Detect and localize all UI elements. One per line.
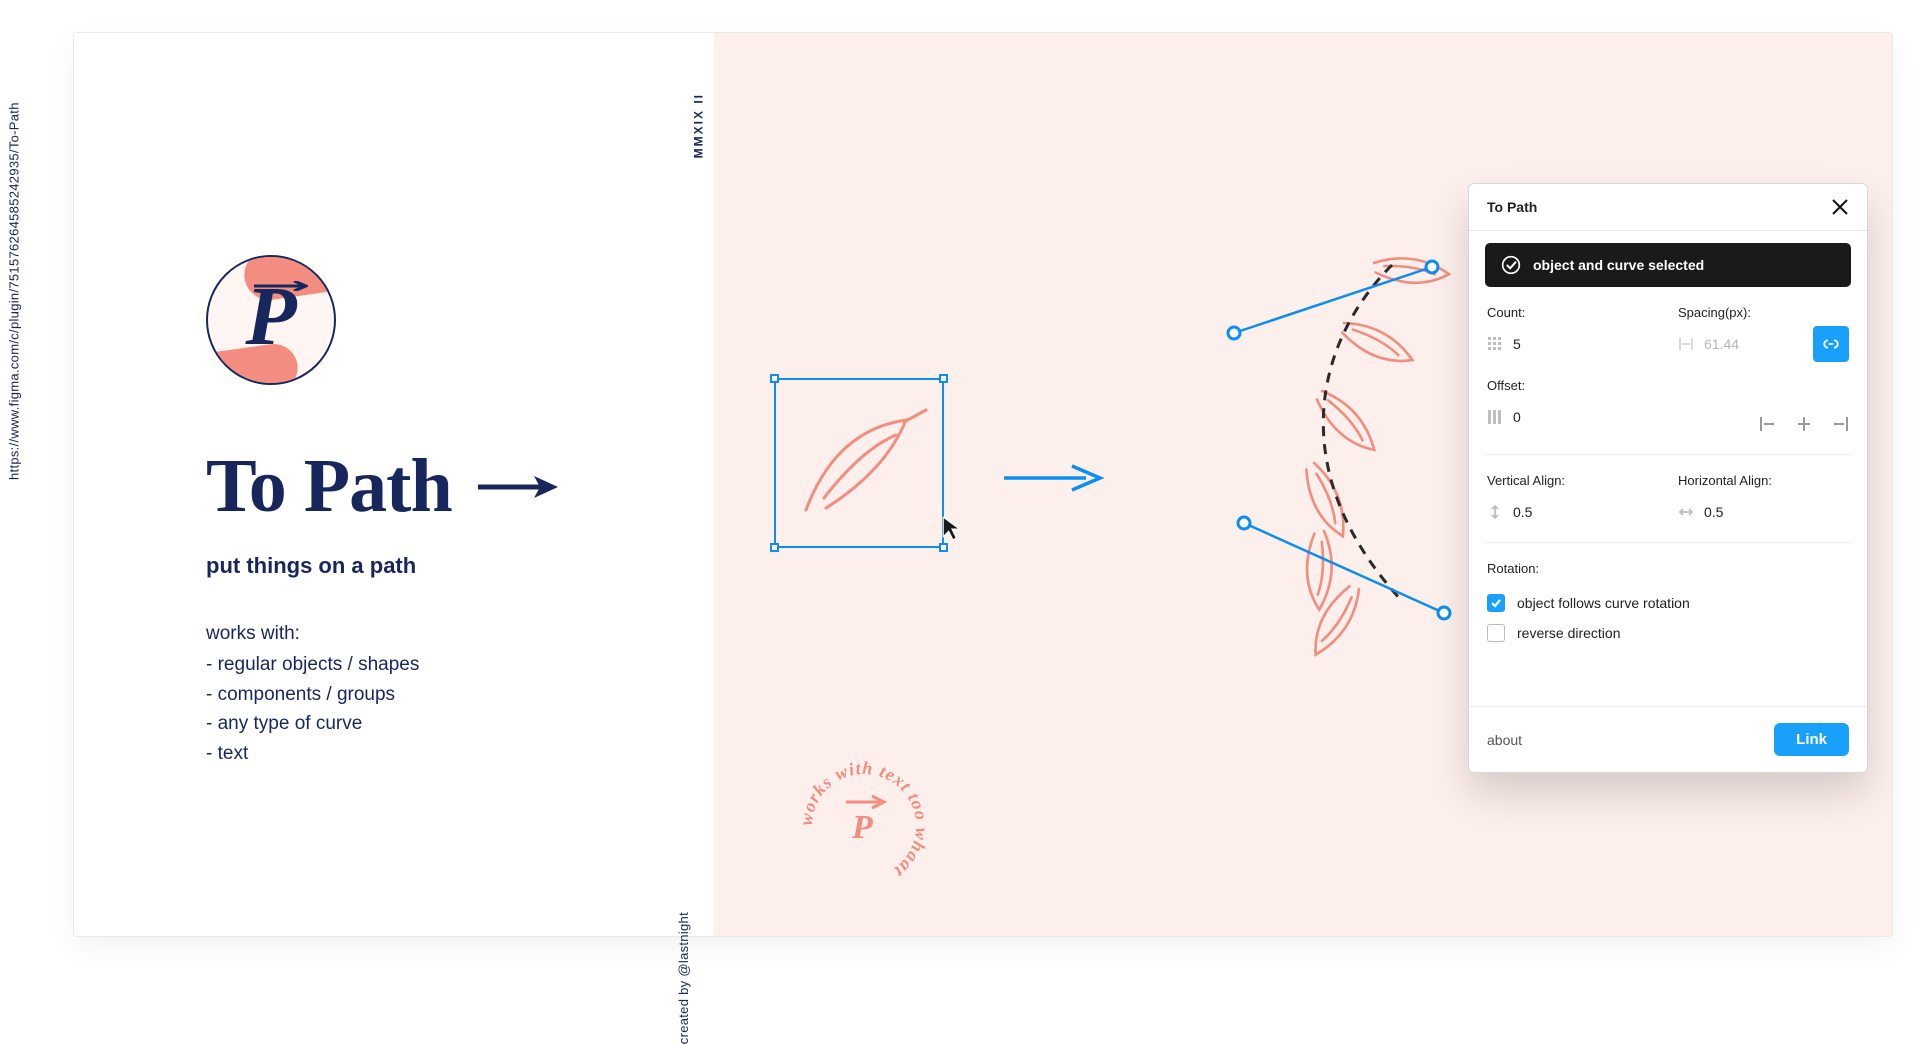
checkbox-icon xyxy=(1487,624,1505,642)
vertical-align-label: Vertical Align: xyxy=(1487,473,1658,488)
checkbox-follow-rotation[interactable]: object follows curve rotation xyxy=(1487,588,1849,618)
offset-label: Offset: xyxy=(1487,378,1658,393)
vertical-arrows-icon xyxy=(1487,504,1503,520)
link-button[interactable]: Link xyxy=(1774,723,1849,756)
link-spacing-button[interactable] xyxy=(1813,326,1849,362)
plugin-dialog: To Path object and curve selected xyxy=(1468,183,1868,773)
about-link[interactable]: about xyxy=(1487,732,1522,748)
works-with-item: - any type of curve xyxy=(206,709,419,738)
works-with-item: - text xyxy=(206,739,419,768)
align-start-icon[interactable] xyxy=(1759,415,1777,433)
section-align: Vertical Align: 0.5 Horizontal Align: xyxy=(1485,455,1851,543)
offset-input[interactable]: 0 xyxy=(1487,405,1521,429)
roman-year-text: MMXIX II xyxy=(691,93,705,158)
checkbox-follow-label: object follows curve rotation xyxy=(1517,595,1690,611)
chain-link-icon xyxy=(1822,335,1840,353)
circular-text-badge: works with text too whaat P xyxy=(784,746,944,906)
spacing-input[interactable]: 61.44 xyxy=(1678,332,1803,356)
grid-icon xyxy=(1487,336,1503,352)
promo-left-panel: MMXIX II P To Path put things on a path xyxy=(74,33,714,936)
checkbox-reverse-label: reverse direction xyxy=(1517,625,1621,641)
checkbox-icon xyxy=(1487,594,1505,612)
resize-handle-tl[interactable] xyxy=(770,374,779,383)
svg-text:P: P xyxy=(851,809,874,846)
title-arrow-icon xyxy=(478,472,558,502)
arrow-right-icon xyxy=(1004,463,1104,493)
count-label: Count: xyxy=(1487,305,1658,320)
horizontal-align-value: 0.5 xyxy=(1704,504,1723,520)
selection-box[interactable] xyxy=(774,378,944,548)
logo-letter: P xyxy=(208,275,334,359)
spacing-icon xyxy=(1678,336,1694,352)
works-with-item: - components / groups xyxy=(206,680,419,709)
horizontal-align-input[interactable]: 0.5 xyxy=(1678,500,1849,524)
spacing-value: 61.44 xyxy=(1704,336,1739,352)
checkbox-reverse-direction[interactable]: reverse direction xyxy=(1487,618,1849,648)
align-end-icon[interactable] xyxy=(1831,415,1849,433)
spacing-label: Spacing(px): xyxy=(1678,305,1849,320)
dialog-title: To Path xyxy=(1487,199,1537,215)
dialog-footer: about Link xyxy=(1469,706,1867,772)
promo-title: To Path xyxy=(206,443,452,530)
works-with-block: works with: - regular objects / shapes -… xyxy=(206,619,419,768)
dialog-header: To Path xyxy=(1469,184,1867,231)
resize-handle-tr[interactable] xyxy=(939,374,948,383)
rotation-label: Rotation: xyxy=(1487,561,1849,576)
cursor-icon xyxy=(940,515,966,541)
promo-subtitle: put things on a path xyxy=(206,553,416,579)
check-circle-icon xyxy=(1501,255,1521,275)
align-center-icon[interactable] xyxy=(1795,415,1813,433)
offset-row: 0 xyxy=(1487,405,1658,429)
promo-right-panel: works with text too whaat P To Path xyxy=(714,33,1892,936)
status-text: object and curve selected xyxy=(1533,257,1704,273)
status-banner: object and curve selected xyxy=(1485,243,1851,287)
vertical-align-value: 0.5 xyxy=(1513,504,1532,520)
count-value: 5 xyxy=(1513,336,1521,352)
resize-handle-bl[interactable] xyxy=(770,543,779,552)
leaf-object-icon xyxy=(776,380,946,550)
plugin-logo: P xyxy=(206,255,336,385)
horizontal-align-label: Horizontal Align: xyxy=(1678,473,1849,488)
horizontal-arrows-icon xyxy=(1678,504,1694,520)
promo-title-row: To Path xyxy=(206,443,558,530)
spacing-row: 61.44 xyxy=(1678,332,1849,356)
section-rotation: Rotation: object follows curve rotation … xyxy=(1485,543,1851,666)
works-with-heading: works with: xyxy=(206,619,419,648)
resize-handle-br[interactable] xyxy=(939,543,948,552)
created-by-text: created by @lastnight xyxy=(676,912,691,1044)
count-input[interactable]: 5 xyxy=(1487,332,1658,356)
works-with-item: - regular objects / shapes xyxy=(206,650,419,679)
page-url: https://www.figma.com/c/plugin/751576264… xyxy=(7,102,22,480)
close-icon[interactable] xyxy=(1831,198,1849,216)
dialog-body: object and curve selected Count: xyxy=(1469,231,1867,666)
curve-result xyxy=(1144,213,1484,693)
offset-value: 0 xyxy=(1513,409,1521,425)
offset-align-row xyxy=(1678,412,1849,436)
section-count-spacing: Count: 5 Offset: xyxy=(1485,287,1851,455)
columns-icon xyxy=(1487,409,1503,425)
page-root: https://www.figma.com/c/plugin/751576264… xyxy=(0,0,1920,960)
promo-card: MMXIX II P To Path put things on a path xyxy=(73,32,1893,937)
vertical-align-input[interactable]: 0.5 xyxy=(1487,500,1658,524)
